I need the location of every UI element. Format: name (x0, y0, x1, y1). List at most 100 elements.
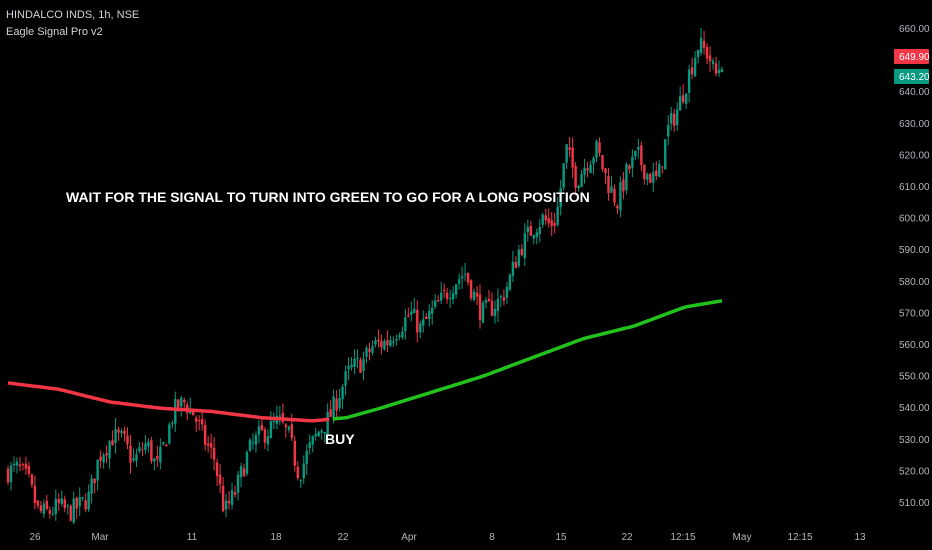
price-tags: 649.90 643.20 (894, 49, 930, 84)
candle-body (269, 421, 273, 438)
candle-body (335, 398, 338, 411)
candle-body (583, 167, 586, 175)
candle-body (374, 340, 377, 345)
candle-body (684, 93, 688, 104)
y-tick-label: 660.00 (899, 24, 930, 35)
candle-body (359, 359, 362, 373)
candle-body (195, 417, 198, 422)
candle-body (505, 287, 509, 298)
candle-body (613, 188, 616, 203)
candle-body (129, 445, 132, 463)
candle-body (323, 431, 326, 434)
candle-body (428, 310, 431, 319)
candle-body (90, 478, 93, 494)
candle-body (278, 415, 282, 417)
candle-body (604, 168, 607, 174)
candle-body (156, 455, 159, 460)
candle-body (257, 426, 261, 435)
candle-body (472, 291, 476, 301)
price-tag-box (894, 49, 929, 64)
candle-body (607, 175, 610, 194)
y-tick-label: 550.00 (899, 372, 930, 383)
symbol-title: HINDALCO INDS, 1h, NSE (6, 9, 140, 21)
candle-body (287, 426, 291, 430)
candle-body (39, 505, 43, 512)
candle-body (329, 409, 332, 417)
candle-body (203, 425, 207, 445)
candle-body (293, 440, 296, 466)
candle-body (696, 50, 700, 58)
candle-body (114, 429, 117, 444)
candle-body (341, 386, 344, 400)
candle-body (559, 188, 562, 208)
signal-line-bearish (7, 381, 330, 423)
price-tag-label: 649.90 (899, 52, 930, 63)
x-tick-label: 13 (854, 532, 866, 543)
indicator-title[interactable]: Eagle Signal Pro v2 (6, 26, 103, 38)
candle-body (311, 435, 314, 445)
candle-body (9, 465, 13, 483)
candle-body (356, 357, 359, 360)
candle-body (192, 409, 195, 416)
candle-body (141, 449, 144, 451)
candle-body (544, 215, 547, 221)
y-tick-label: 530.00 (899, 435, 930, 446)
candle-body (637, 146, 640, 150)
candle-body (72, 498, 75, 523)
candle-body (556, 206, 559, 225)
candle-body (120, 430, 123, 434)
candle-body (675, 109, 679, 126)
candle-body (592, 158, 595, 164)
candle-body (481, 302, 485, 323)
candle-body (135, 454, 138, 461)
candle-body (395, 339, 398, 341)
candle-body (640, 145, 643, 165)
candle-body (601, 155, 604, 170)
candle-body (678, 96, 682, 111)
candle-body (344, 371, 347, 386)
candle-body (571, 147, 574, 168)
candle-body (180, 397, 183, 407)
candle-body (401, 331, 404, 338)
candle-body (314, 433, 317, 437)
y-tick-label: 620.00 (899, 150, 930, 161)
candle-body (45, 500, 49, 509)
candle-body (610, 186, 613, 193)
candle-body (574, 165, 577, 188)
candle-body (469, 280, 473, 299)
candle-body (227, 500, 231, 504)
candle-body (532, 235, 535, 239)
candle-body (445, 292, 449, 300)
candle-body (350, 364, 353, 368)
candle-body (153, 458, 156, 462)
candle-body (54, 499, 57, 514)
candle-body (317, 431, 320, 437)
candle-body (126, 435, 129, 445)
candle-body (347, 365, 350, 370)
candle-body (165, 444, 168, 447)
candle-body (27, 466, 31, 474)
candle-body (448, 298, 452, 300)
candles-group (6, 27, 724, 525)
candle-body (463, 273, 467, 275)
candle-body (670, 112, 673, 124)
candle-body (242, 468, 246, 477)
candle-body (162, 442, 165, 445)
candle-body (248, 439, 252, 451)
candle-body (284, 424, 288, 428)
candle-body (12, 463, 16, 466)
buy-annotation: BUY (325, 431, 355, 447)
candle-body (389, 340, 392, 346)
price-tag-box (894, 69, 929, 84)
candle-body (338, 398, 341, 408)
candle-body (144, 443, 147, 451)
candle-body (177, 399, 180, 410)
candle-body (643, 164, 646, 180)
candle-body (42, 503, 46, 514)
candle-body (215, 462, 219, 477)
candle-body (206, 443, 210, 446)
candle-body (96, 459, 99, 481)
candle-body (60, 498, 63, 504)
candle-body (102, 454, 105, 463)
